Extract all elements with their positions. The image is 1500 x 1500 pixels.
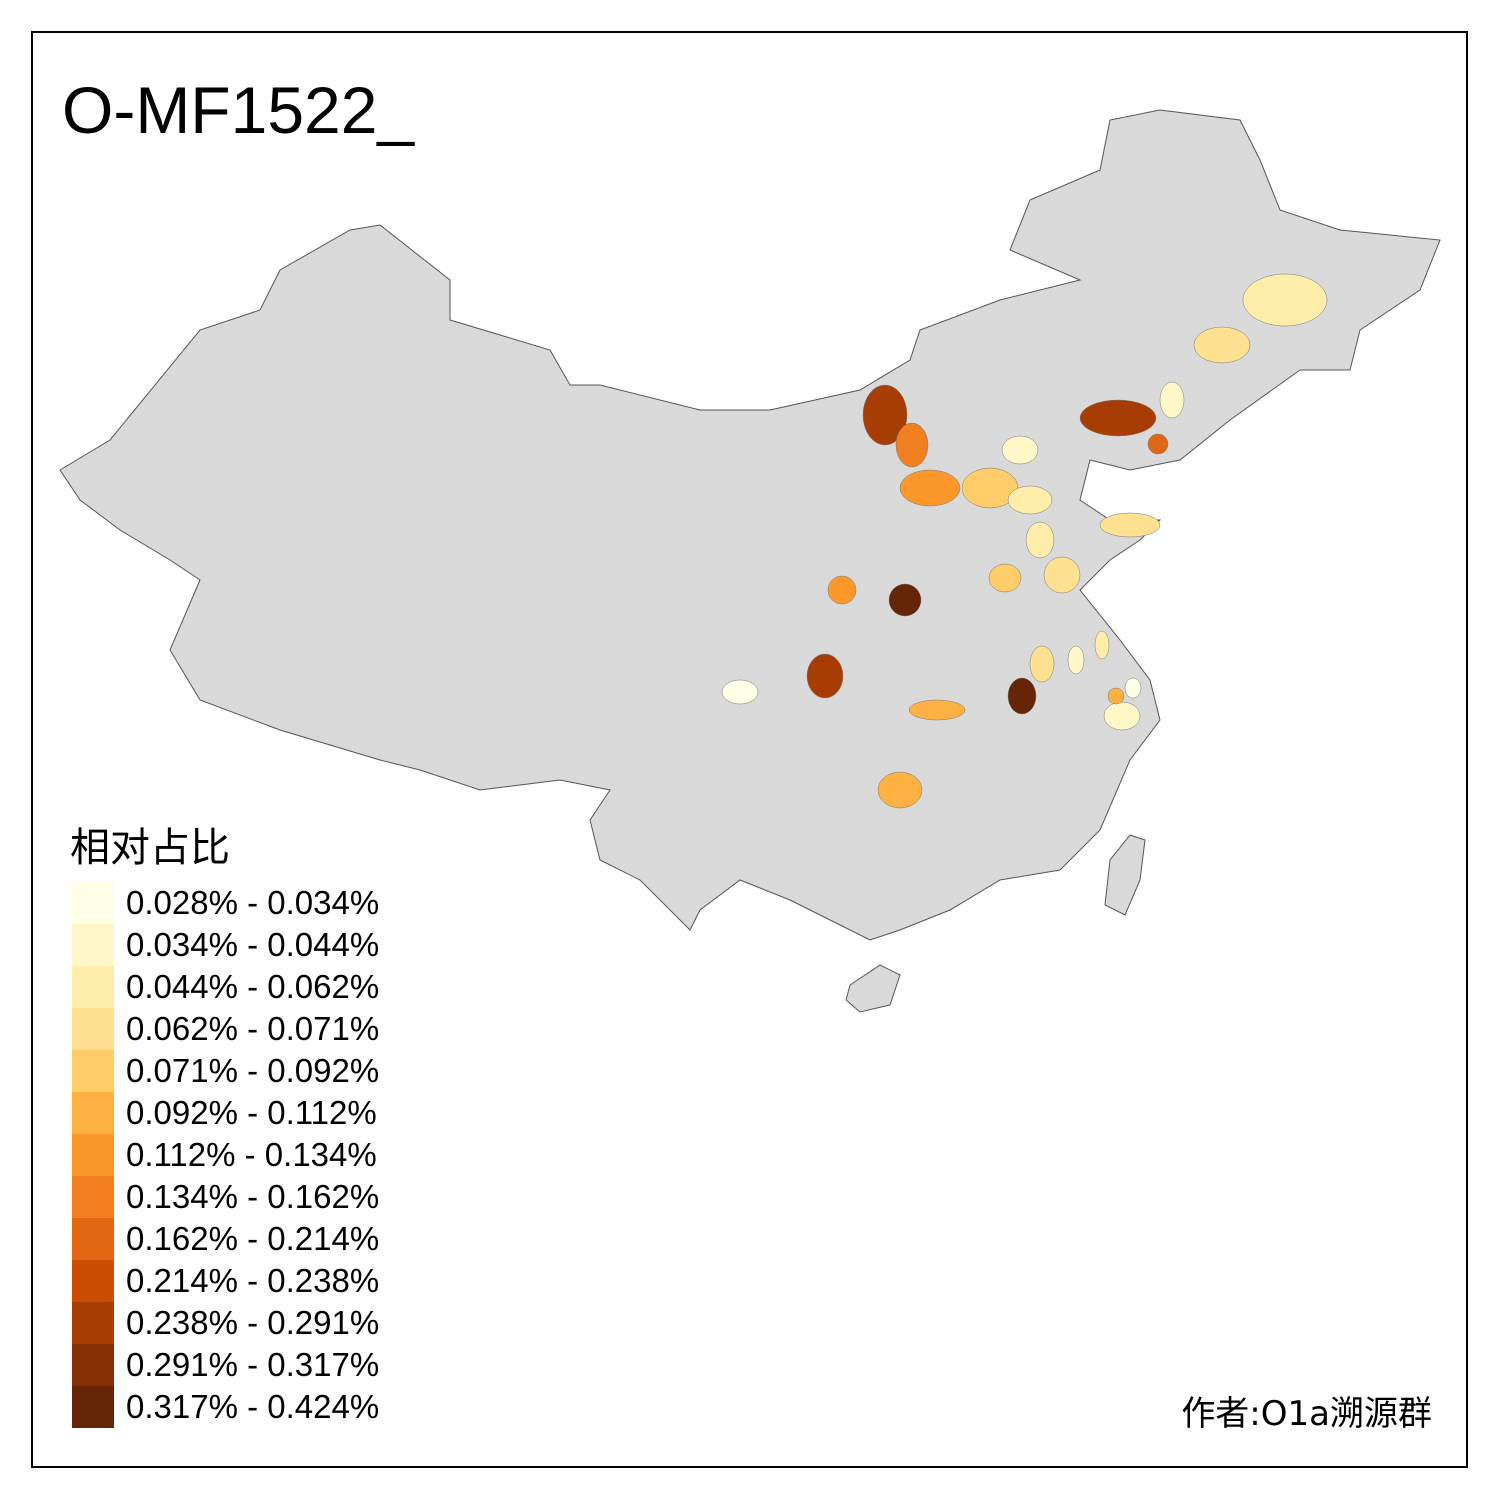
- legend-item: 0.044% - 0.062%: [72, 966, 379, 1008]
- map-region: [1099, 512, 1161, 538]
- legend-swatch: [72, 1092, 114, 1134]
- map-region: [1079, 399, 1157, 437]
- map-region: [1147, 433, 1169, 455]
- legend-swatch: [72, 1008, 114, 1050]
- legend-label: 0.134% - 0.162%: [126, 1178, 380, 1215]
- china-mainland: [59, 109, 1441, 941]
- map-region: [1001, 435, 1039, 465]
- legend-swatch: [72, 966, 114, 1008]
- legend-label: 0.034% - 0.044%: [126, 926, 380, 963]
- legend-item: 0.291% - 0.317%: [72, 1344, 379, 1386]
- map-region: [1103, 701, 1141, 731]
- legend-swatch: [72, 882, 114, 924]
- map-region: [1029, 645, 1055, 683]
- legend-title: 相对占比: [70, 825, 230, 871]
- map-region: [1007, 485, 1053, 515]
- map-region: [899, 469, 961, 507]
- map-region: [1094, 630, 1110, 660]
- map-region: [877, 771, 923, 809]
- map-region: [1193, 326, 1251, 364]
- legend-swatch: [72, 1218, 114, 1260]
- map-region: [1043, 556, 1081, 594]
- map-title: O-MF1522_: [62, 73, 415, 147]
- legend-swatch: [72, 1386, 114, 1428]
- map-region: [895, 422, 929, 468]
- legend-label: 0.238% - 0.291%: [126, 1304, 380, 1341]
- legend-swatch: [72, 1344, 114, 1386]
- legend: 0.028% - 0.034% 0.034% - 0.044% 0.044% - 0…: [72, 882, 379, 1428]
- legend-swatch: [72, 924, 114, 966]
- legend-item: 0.162% - 0.214%: [72, 1218, 379, 1260]
- legend-label: 0.092% - 0.112%: [126, 1094, 377, 1131]
- map-region: [908, 699, 966, 721]
- map-region: [862, 384, 908, 446]
- legend-label: 0.112% - 0.134%: [126, 1136, 377, 1173]
- legend-item: 0.317% - 0.424%: [72, 1386, 379, 1428]
- map-region: [1107, 687, 1125, 705]
- legend-label: 0.071% - 0.092%: [126, 1052, 380, 1089]
- map-region: [1159, 381, 1185, 419]
- map-region: [721, 679, 759, 705]
- map-region: [888, 583, 922, 617]
- legend-item: 0.238% - 0.291%: [72, 1302, 379, 1344]
- taiwan-island: [1104, 834, 1146, 916]
- colored-regions: [721, 273, 1328, 809]
- legend-item: 0.214% - 0.238%: [72, 1260, 379, 1302]
- legend-label: 0.291% - 0.317%: [126, 1346, 380, 1383]
- legend-label: 0.028% - 0.034%: [126, 884, 380, 921]
- map-region: [1025, 521, 1055, 559]
- map-region: [1067, 645, 1085, 675]
- map-region: [1124, 677, 1142, 699]
- legend-label: 0.162% - 0.214%: [126, 1220, 380, 1257]
- legend-item: 0.134% - 0.162%: [72, 1176, 379, 1218]
- legend-swatch: [72, 1134, 114, 1176]
- legend-label: 0.317% - 0.424%: [126, 1388, 380, 1425]
- map-frame: [31, 31, 1468, 1468]
- legend-item: 0.034% - 0.044%: [72, 924, 379, 966]
- map-region: [827, 575, 857, 605]
- legend-swatch: [72, 1050, 114, 1092]
- legend-swatch: [72, 1176, 114, 1218]
- legend-label: 0.044% - 0.062%: [126, 968, 380, 1005]
- legend-item: 0.092% - 0.112%: [72, 1092, 379, 1134]
- legend-label: 0.062% - 0.071%: [126, 1010, 380, 1047]
- map-region: [806, 653, 844, 699]
- legend-item: 0.028% - 0.034%: [72, 882, 379, 924]
- legend-swatch: [72, 1260, 114, 1302]
- map-region: [988, 563, 1022, 593]
- legend-label: 0.214% - 0.238%: [126, 1262, 380, 1299]
- map-region: [1007, 677, 1037, 715]
- map-region: [1242, 273, 1328, 327]
- legend-item: 0.071% - 0.092%: [72, 1050, 379, 1092]
- legend-item: 0.062% - 0.071%: [72, 1008, 379, 1050]
- legend-item: 0.112% - 0.134%: [72, 1134, 379, 1176]
- legend-swatch: [72, 1302, 114, 1344]
- author-credit: 作者:O1a溯源群: [1181, 1394, 1432, 1434]
- hainan-island: [845, 964, 901, 1013]
